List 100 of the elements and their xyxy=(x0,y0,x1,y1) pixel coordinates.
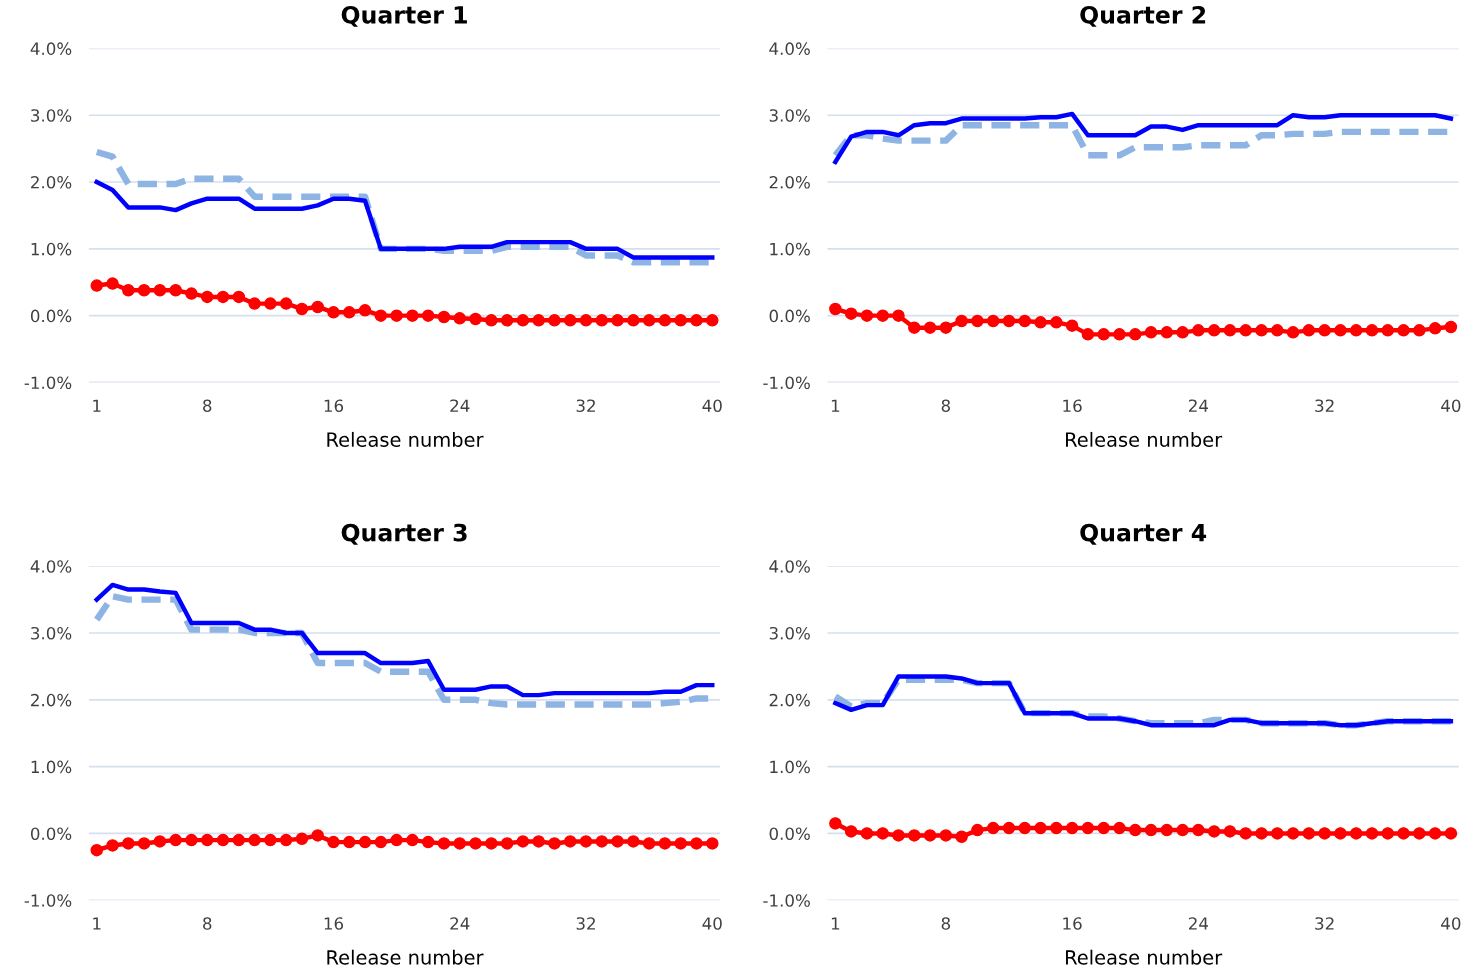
point xyxy=(1334,324,1347,337)
point xyxy=(200,290,214,304)
point xyxy=(469,837,482,850)
y-tick-label: 2.0% xyxy=(769,175,810,189)
x-tick-label: 32 xyxy=(1315,917,1334,930)
y-tick-label: -1.0% xyxy=(24,894,72,907)
y-tick-label: 4.0% xyxy=(30,560,72,573)
point xyxy=(892,309,905,322)
point xyxy=(1271,324,1284,337)
point xyxy=(548,314,561,327)
point xyxy=(658,314,672,327)
point xyxy=(908,321,921,334)
y-tick-label: 0.0% xyxy=(769,827,810,840)
point xyxy=(1255,324,1268,337)
x-tick-label: 8 xyxy=(941,917,951,930)
point xyxy=(563,314,577,327)
point xyxy=(485,314,498,327)
point xyxy=(1286,326,1300,339)
y-tick-label: 1.0% xyxy=(770,760,810,774)
point xyxy=(595,314,609,327)
y-tick-label: 4.0% xyxy=(769,42,810,55)
point xyxy=(1365,324,1379,337)
point xyxy=(469,312,482,326)
point xyxy=(674,314,687,327)
point xyxy=(1302,324,1316,337)
point xyxy=(658,837,672,850)
point xyxy=(1160,326,1174,339)
point xyxy=(453,837,467,850)
point xyxy=(1239,324,1252,337)
point xyxy=(579,314,593,327)
point xyxy=(327,306,340,319)
point xyxy=(216,290,230,304)
point xyxy=(137,284,151,297)
point xyxy=(169,833,182,847)
point xyxy=(548,837,561,850)
point xyxy=(1428,322,1442,335)
y-tick-label: 1.0% xyxy=(31,760,72,774)
x-tick-label: 1 xyxy=(831,917,840,930)
line-series xyxy=(94,179,715,260)
chart-title: Quarter 4 xyxy=(1080,523,1207,545)
point xyxy=(595,835,609,848)
y-tick-label: -1.0% xyxy=(763,894,810,907)
point xyxy=(1223,324,1237,337)
point xyxy=(106,839,119,852)
point xyxy=(216,833,230,847)
point xyxy=(1318,324,1331,337)
y-tick-label: 2.0% xyxy=(769,693,810,707)
line-series xyxy=(833,111,1454,165)
point xyxy=(532,835,545,848)
y-tick-label: 3.0% xyxy=(31,626,72,640)
y-tick-label: -1.0% xyxy=(24,376,72,390)
point xyxy=(579,835,593,848)
point xyxy=(437,310,451,324)
point xyxy=(343,306,356,319)
chart-title: Quarter 1 xyxy=(341,5,467,27)
x-axis-title: Release number xyxy=(1066,431,1223,447)
x-tick-label: 24 xyxy=(1188,399,1209,412)
x-tick-label: 40 xyxy=(1441,917,1461,930)
point xyxy=(137,837,151,850)
chart-title: Quarter 2 xyxy=(1080,5,1206,27)
point xyxy=(627,314,640,327)
point xyxy=(860,309,874,322)
chart-title: Quarter 3 xyxy=(341,523,467,545)
point xyxy=(232,290,246,304)
point xyxy=(453,312,467,325)
point xyxy=(248,297,261,310)
x-tick-label: 8 xyxy=(941,399,951,413)
point xyxy=(1018,314,1032,328)
x-tick-label: 8 xyxy=(203,399,212,413)
x-axis-title: Release number xyxy=(327,949,484,965)
y-tick-label: 3.0% xyxy=(769,109,810,122)
point xyxy=(311,300,324,314)
point xyxy=(706,837,719,850)
point xyxy=(1349,324,1363,337)
x-tick-label: 8 xyxy=(203,917,212,930)
point xyxy=(690,314,703,327)
point xyxy=(1144,326,1158,339)
point xyxy=(406,309,419,322)
point xyxy=(1081,328,1095,341)
y-tick-label: 4.0% xyxy=(769,560,810,573)
x-tick-label: 40 xyxy=(1441,399,1461,413)
x-tick-label: 16 xyxy=(1063,917,1082,930)
point xyxy=(923,321,937,334)
point xyxy=(516,835,530,848)
point xyxy=(421,309,435,322)
point xyxy=(327,835,340,849)
point xyxy=(374,835,388,849)
point xyxy=(374,309,388,322)
y-tick-label: 1.0% xyxy=(770,242,810,256)
point xyxy=(1113,328,1126,341)
point xyxy=(500,837,514,850)
x-tick-label: 1 xyxy=(93,399,101,412)
x-tick-label: 40 xyxy=(702,399,722,413)
point xyxy=(971,314,984,328)
point xyxy=(611,835,624,848)
point xyxy=(500,314,514,327)
y-tick-label: 0.0% xyxy=(30,827,72,840)
x-tick-label: 40 xyxy=(702,917,722,930)
point xyxy=(311,829,324,842)
point xyxy=(358,835,372,849)
